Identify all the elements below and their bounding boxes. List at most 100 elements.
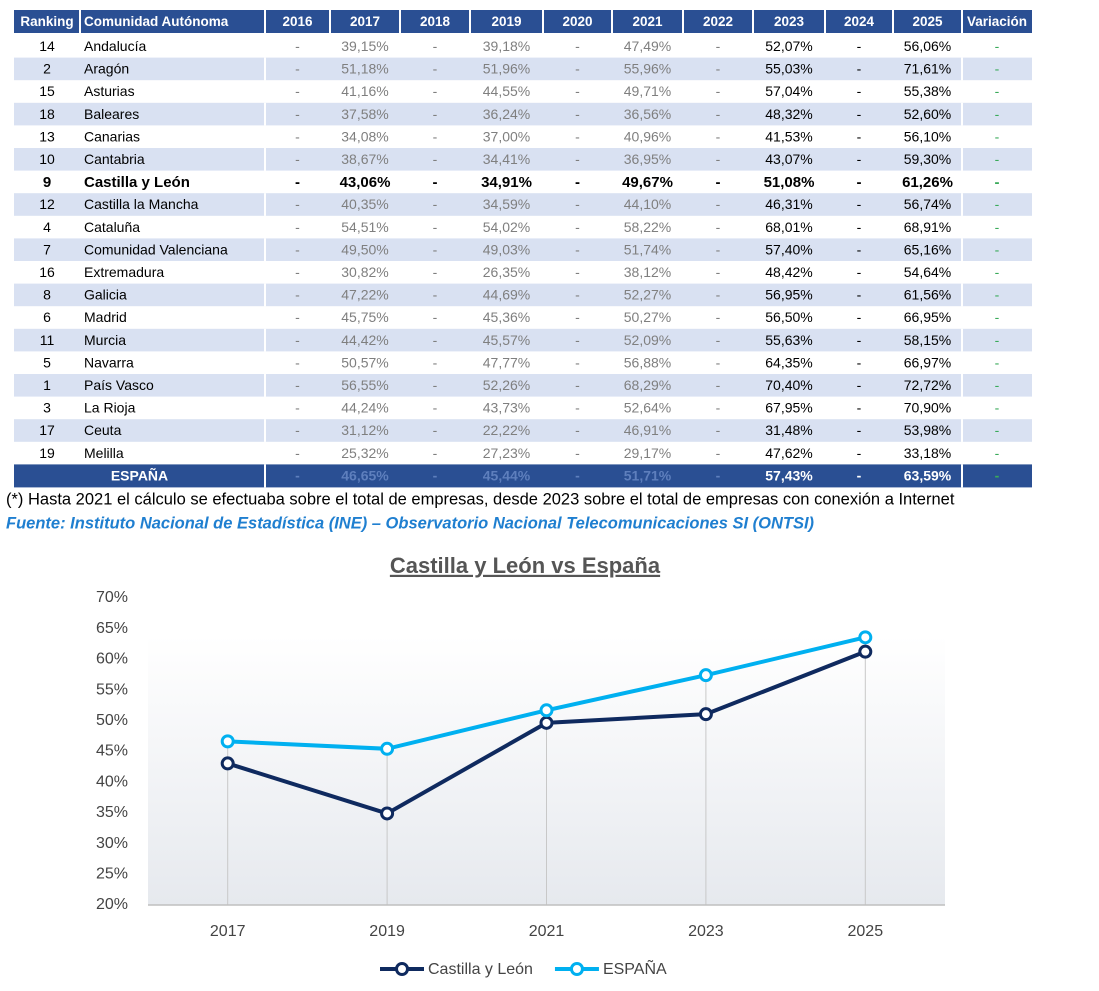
y-tick-label: 30% [96,835,128,852]
table-cell: 39,18% [483,38,530,54]
table-cell: 1 [43,377,51,393]
table-cell: 36,56% [624,106,671,122]
table-cell: 53,98% [904,422,951,438]
table-cell: 44,24% [341,400,388,416]
table-cell: 33,18% [904,445,951,461]
table-cell: 34,59% [483,196,530,212]
column-header: Ranking [20,14,73,29]
table-cell: - [575,106,580,122]
table-cell: 46,31% [765,196,812,212]
table-cell: 54,51% [341,219,388,235]
table-cell: 55,63% [765,332,812,348]
table-cell: 25,32% [341,445,388,461]
table-cell: 45,75% [341,309,388,325]
table-cell: - [716,445,721,461]
table-cell: Melilla [84,445,124,461]
column-header: 2017 [350,14,380,29]
table-cell: - [295,264,300,280]
table-cell: 56,06% [904,38,951,54]
table-cell: 47,77% [483,354,530,370]
table-cell: - [716,128,721,144]
total-cell: ESPAÑA [111,467,168,484]
table-cell: 22,22% [483,422,530,438]
table-cell: 56,10% [904,128,951,144]
total-cell: - [716,468,721,484]
y-tick-label: 25% [96,866,128,883]
table-cell: - [995,106,1000,122]
table-cell: 47,62% [765,445,812,461]
table-cell: Ceuta [84,422,122,438]
column-header: Variación [967,14,1027,29]
table-cell: - [995,400,1000,416]
table-cell: - [995,196,1000,212]
table-cell: 65,16% [904,241,951,257]
y-tick-label: 45% [96,743,128,760]
table-cell: Cataluña [84,219,140,235]
table-cell: 57,04% [765,83,812,99]
table-cell: 34,91% [481,174,532,191]
table-cell: - [575,377,580,393]
column-header: 2019 [491,14,521,29]
row-bg [14,193,1032,216]
table-cell: - [575,83,580,99]
column-header: 2024 [844,14,875,29]
total-cell: - [295,468,300,484]
table-cell: 49,71% [624,83,671,99]
row-bg [14,102,1032,126]
table-cell: - [295,400,300,416]
table-cell: Galicia [84,287,127,303]
table-cell: - [433,128,438,144]
table-cell: Aragón [84,61,129,77]
table-cell: 51,74% [624,241,671,257]
table-cell: - [433,377,438,393]
y-tick-label: 70% [96,589,128,606]
column-header: 2022 [703,14,733,29]
table-cell: - [716,287,721,303]
table-cell: - [433,174,438,191]
table-cell: 26,35% [483,264,530,280]
table-cell: - [995,61,1000,77]
table-cell: 49,50% [341,241,388,257]
table-cell: Castilla y León [84,174,190,191]
table-cell: 34,41% [483,151,530,167]
table-cell: 4 [43,219,51,235]
table-cell: 61,56% [904,287,951,303]
table-cell: 2 [43,61,51,77]
table-cell: 18 [39,106,55,122]
table-cell: 37,00% [483,128,530,144]
table-cell: 39,15% [341,38,388,54]
table-cell: - [995,445,1000,461]
table-cell: - [433,264,438,280]
table-cell: - [575,422,580,438]
table-cell: - [995,332,1000,348]
table-cell: Asturias [84,83,135,99]
table-cell: - [295,83,300,99]
table-cell: 52,60% [904,106,951,122]
table-cell: - [716,377,721,393]
column-header: 2018 [420,14,451,29]
table-cell: - [433,309,438,325]
table-cell: Andalucía [84,38,146,54]
row-bg [14,328,1032,352]
table-cell: 13 [39,128,55,144]
table-cell: - [995,174,1000,191]
data-point [698,707,713,722]
table-cell: - [857,445,862,461]
table-cell: Madrid [84,309,127,325]
table-cell: Castilla la Mancha [84,196,199,212]
table-cell: 27,23% [483,445,530,461]
table-cell: 54,64% [904,264,951,280]
table-cell: - [716,106,721,122]
table-cell: - [857,196,862,212]
table-cell: 38,67% [341,151,388,167]
table-cell: - [575,264,580,280]
table-cell: 66,97% [904,354,951,370]
table-cell: - [575,151,580,167]
table-cell: 47,22% [341,287,388,303]
table-cell: 44,42% [341,332,388,348]
table-cell: 37,58% [341,106,388,122]
table-cell: - [575,400,580,416]
data-point [858,630,873,645]
total-cell: 63,59% [904,468,952,484]
table-cell: 45,36% [483,309,530,325]
